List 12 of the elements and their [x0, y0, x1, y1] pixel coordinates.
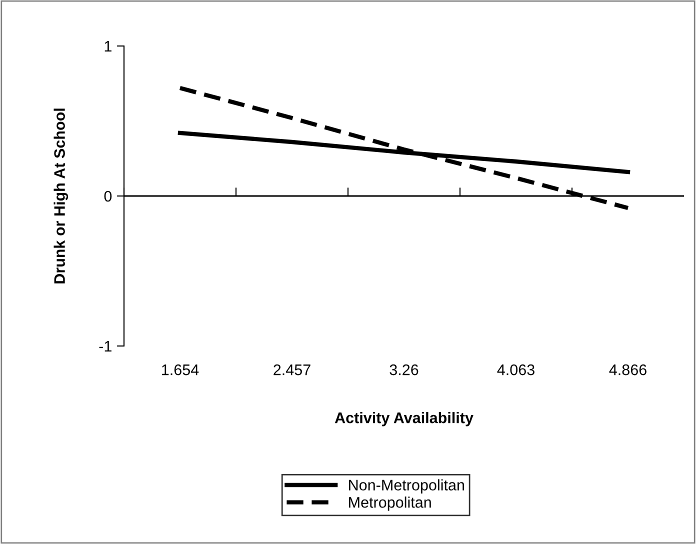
x-tick-label: 1.654 — [162, 364, 199, 376]
legend-label: Non-Metropolitan — [349, 479, 464, 494]
x-tick-label: 2.457 — [274, 364, 310, 376]
legend-label: Metropolitan — [349, 496, 431, 511]
y-axis-title: Drunk or High At School — [54, 108, 68, 284]
x-axis-title: Activity Availability — [334, 412, 474, 426]
y-tick-label: 1 — [104, 41, 112, 52]
x-tick-label: 3.26 — [390, 364, 418, 376]
y-tick-label: 0 — [104, 190, 112, 202]
x-tick-label: 4.866 — [609, 364, 646, 376]
x-tick-label: 4.063 — [497, 364, 534, 376]
y-tick-label: -1 — [99, 341, 112, 352]
